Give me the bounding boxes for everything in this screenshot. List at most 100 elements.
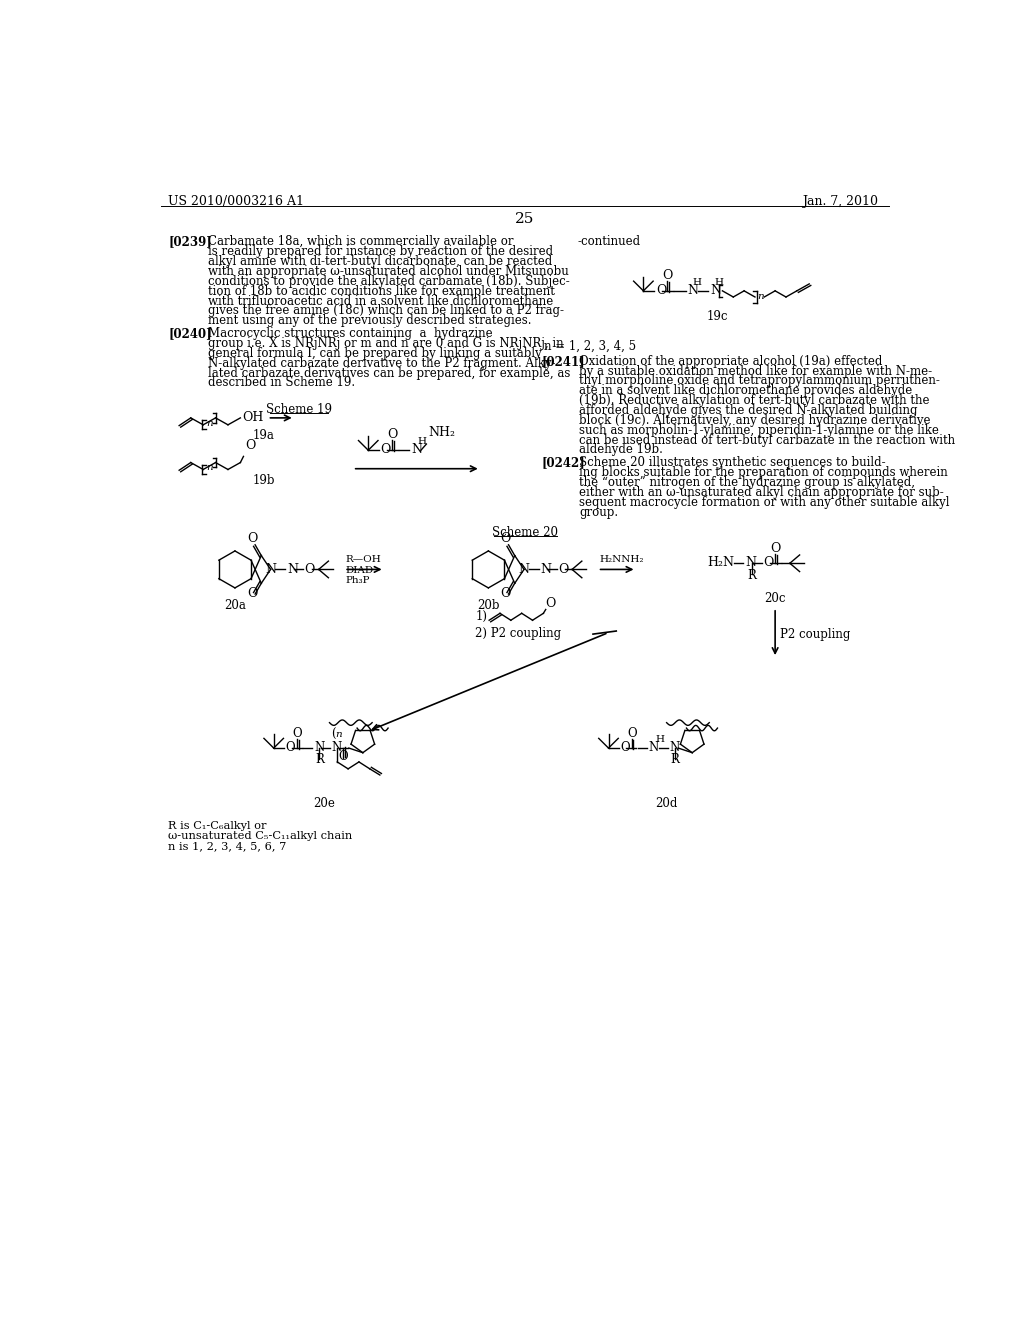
Text: described in Scheme 19.: described in Scheme 19. — [208, 376, 355, 389]
Text: (19b). Reductive alkylation of tert-butyl carbazate with the: (19b). Reductive alkylation of tert-buty… — [579, 395, 930, 407]
Text: Carbamate 18a, which is commercially available or: Carbamate 18a, which is commercially ava… — [208, 235, 513, 248]
Text: aldehyde 19b.: aldehyde 19b. — [579, 444, 663, 457]
Text: H: H — [692, 277, 701, 286]
Text: Macrocyclic structures containing  a  hydrazine: Macrocyclic structures containing a hydr… — [208, 327, 493, 341]
Text: lated carbazate derivatives can be prepared, for example, as: lated carbazate derivatives can be prepa… — [208, 367, 570, 380]
Text: DIAD: DIAD — [346, 566, 374, 576]
Text: 25: 25 — [515, 213, 535, 226]
Text: O: O — [764, 556, 774, 569]
Text: O: O — [381, 444, 391, 457]
Text: is readily prepared for instance by reaction of the desired: is readily prepared for instance by reac… — [208, 246, 553, 259]
Text: group.: group. — [579, 506, 618, 519]
Text: tion of 18b to acidic conditions like for example treatment: tion of 18b to acidic conditions like fo… — [208, 285, 555, 298]
Text: ate in a solvent like dichloromethane provides aldehyde: ate in a solvent like dichloromethane pr… — [579, 384, 912, 397]
Text: n: n — [758, 292, 764, 301]
Text: R: R — [315, 754, 324, 767]
Text: N: N — [411, 444, 422, 457]
Text: sequent macrocycle formation or with any other suitable alkyl: sequent macrocycle formation or with any… — [579, 496, 949, 508]
Text: [0241]: [0241] — [541, 355, 585, 368]
Text: N: N — [518, 562, 529, 576]
Text: can be used instead of tert-butyl carbazate in the reaction with: can be used instead of tert-butyl carbaz… — [579, 433, 955, 446]
Text: n = 1, 2, 3, 4, 5: n = 1, 2, 3, 4, 5 — [544, 339, 636, 352]
Text: 2) P2 coupling: 2) P2 coupling — [475, 627, 561, 640]
Text: O: O — [292, 726, 302, 739]
Text: [0240]: [0240] — [168, 327, 212, 341]
Text: O: O — [305, 562, 315, 576]
Text: 1): 1) — [475, 610, 487, 623]
Text: N: N — [687, 284, 698, 297]
Text: 20c: 20c — [764, 591, 785, 605]
Text: 20d: 20d — [655, 797, 678, 810]
Text: 20a: 20a — [224, 599, 246, 612]
Text: n: n — [336, 730, 342, 738]
Text: R—OH: R—OH — [346, 556, 382, 565]
Text: 20e: 20e — [313, 797, 335, 810]
Text: ω-unsaturated C₅-C₁₁alkyl chain: ω-unsaturated C₅-C₁₁alkyl chain — [168, 832, 352, 841]
Text: group i.e. X is NRjNRj or m and n are 0 and G is NRjNRj, in: group i.e. X is NRjNRj or m and n are 0 … — [208, 337, 563, 350]
Text: Jan. 7, 2010: Jan. 7, 2010 — [802, 195, 879, 209]
Text: n: n — [206, 418, 213, 428]
Text: ment using any of the previously described strategies.: ment using any of the previously describ… — [208, 314, 531, 327]
Text: gives the free amine (18c) which can be linked to a P2 frag-: gives the free amine (18c) which can be … — [208, 305, 564, 317]
Text: Oxidation of the appropriate alcohol (19a) effected: Oxidation of the appropriate alcohol (19… — [579, 355, 883, 368]
Text: block (19c). Alternatively, any desired hydrazine derivative: block (19c). Alternatively, any desired … — [579, 414, 931, 426]
Text: n: n — [206, 463, 213, 473]
Text: afforded aldehyde gives the desired N-alkylated building: afforded aldehyde gives the desired N-al… — [579, 404, 918, 417]
Text: 19a: 19a — [253, 429, 274, 442]
Text: thyl morpholine oxide and tetrapropylammonium perruthen-: thyl morpholine oxide and tetrapropylamm… — [579, 375, 940, 388]
Text: either with an ω-unsaturated alkyl chain appropriate for sub-: either with an ω-unsaturated alkyl chain… — [579, 486, 944, 499]
Text: by a suitable oxidation method like for example with N-me-: by a suitable oxidation method like for … — [579, 364, 932, 378]
Text: -continued: -continued — [578, 235, 641, 248]
Text: Scheme 20 illustrates synthetic sequences to build-: Scheme 20 illustrates synthetic sequence… — [579, 457, 886, 470]
Text: H₂NNH₂: H₂NNH₂ — [599, 554, 644, 564]
Text: O: O — [501, 532, 511, 545]
Text: the “outer” nitrogen of the hydrazine group is alkylated,: the “outer” nitrogen of the hydrazine gr… — [579, 477, 915, 490]
Text: Scheme 19: Scheme 19 — [265, 404, 332, 416]
Text: O: O — [501, 587, 511, 601]
Text: ing blocks suitable for the preparation of compounds wherein: ing blocks suitable for the preparation … — [579, 466, 948, 479]
Text: [0239]: [0239] — [168, 235, 212, 248]
Text: Scheme 20: Scheme 20 — [492, 527, 558, 540]
Text: (: ( — [331, 729, 336, 741]
Text: O: O — [286, 741, 295, 754]
Text: O: O — [621, 741, 630, 754]
Text: US 2010/0003216 A1: US 2010/0003216 A1 — [168, 195, 304, 209]
Text: H: H — [715, 277, 724, 286]
Text: OH: OH — [243, 411, 264, 424]
Text: Ph₃P: Ph₃P — [346, 577, 371, 585]
Text: H: H — [417, 437, 426, 446]
Text: O: O — [663, 268, 673, 281]
Text: conditions to provide the alkylated carbamate (18b). Subjec-: conditions to provide the alkylated carb… — [208, 275, 569, 288]
Text: N: N — [670, 741, 680, 754]
Text: N: N — [541, 562, 551, 576]
Text: N: N — [287, 562, 298, 576]
Text: N-alkylated carbazate derivative to the P2 fragment. Alky-: N-alkylated carbazate derivative to the … — [208, 356, 555, 370]
Text: O: O — [655, 284, 667, 297]
Text: H: H — [655, 735, 664, 744]
Text: general formula I, can be prepared by linking a suitably: general formula I, can be prepared by li… — [208, 347, 542, 360]
Text: with trifluoroacetic acid in a solvent like dichloromethane: with trifluoroacetic acid in a solvent l… — [208, 294, 553, 308]
Text: O: O — [339, 750, 348, 763]
Text: O: O — [770, 541, 780, 554]
Text: 19b: 19b — [252, 474, 274, 487]
Text: N: N — [265, 562, 276, 576]
Text: 20b: 20b — [477, 599, 500, 612]
Text: O: O — [247, 587, 257, 601]
Text: O: O — [546, 597, 556, 610]
Text: N: N — [649, 741, 659, 754]
Text: O: O — [247, 532, 257, 545]
Text: N: N — [744, 556, 756, 569]
Text: O: O — [245, 438, 255, 451]
Text: [0242]: [0242] — [541, 457, 585, 470]
Text: O: O — [627, 726, 637, 739]
Text: H₂N: H₂N — [707, 556, 734, 569]
Text: 19c: 19c — [707, 310, 728, 323]
Text: with an appropriate ω-unsaturated alcohol under Mitsunobu: with an appropriate ω-unsaturated alcoho… — [208, 265, 568, 279]
Text: P2 coupling: P2 coupling — [779, 628, 850, 642]
Text: NH₂: NH₂ — [428, 426, 455, 440]
Text: N: N — [710, 284, 721, 297]
Text: such as morpholin-1-ylamine, piperidin-1-ylamine or the like: such as morpholin-1-ylamine, piperidin-1… — [579, 424, 939, 437]
Text: R: R — [671, 754, 680, 767]
Text: alkyl amine with di-tert-butyl dicarbonate, can be reacted: alkyl amine with di-tert-butyl dicarbona… — [208, 255, 552, 268]
Text: N: N — [314, 741, 325, 754]
